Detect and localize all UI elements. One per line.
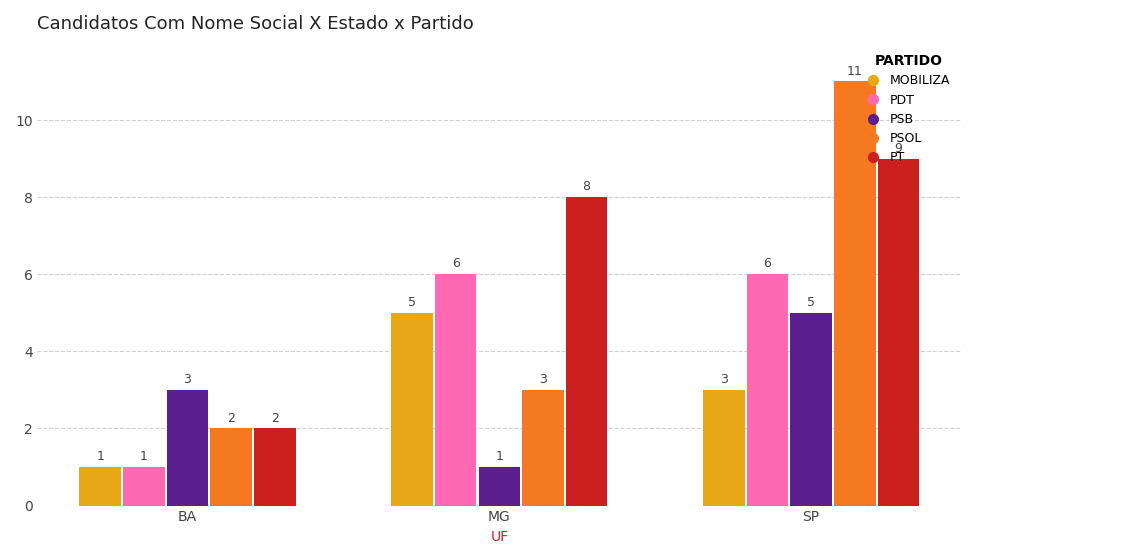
Bar bbox=[834, 82, 875, 505]
Text: Candidatos Com Nome Social X Estado x Partido: Candidatos Com Nome Social X Estado x Pa… bbox=[37, 15, 475, 33]
Bar bbox=[80, 467, 121, 505]
Bar bbox=[522, 390, 563, 505]
Text: 5: 5 bbox=[408, 296, 416, 309]
Text: 2: 2 bbox=[270, 411, 278, 425]
Bar bbox=[479, 467, 521, 505]
Bar bbox=[392, 313, 433, 505]
Text: 2: 2 bbox=[228, 411, 236, 425]
Text: 6: 6 bbox=[452, 257, 460, 271]
X-axis label: UF: UF bbox=[490, 530, 508, 544]
Text: 5: 5 bbox=[807, 296, 815, 309]
Text: 1: 1 bbox=[496, 450, 504, 463]
Text: 6: 6 bbox=[764, 257, 772, 271]
Text: 3: 3 bbox=[184, 373, 192, 386]
Text: 8: 8 bbox=[582, 180, 590, 193]
Text: 9: 9 bbox=[894, 142, 902, 155]
Bar bbox=[565, 197, 607, 505]
Bar bbox=[790, 313, 831, 505]
Bar bbox=[877, 159, 919, 505]
Text: 1: 1 bbox=[96, 450, 104, 463]
Bar bbox=[211, 428, 252, 505]
Text: 1: 1 bbox=[140, 450, 148, 463]
Bar bbox=[254, 428, 295, 505]
Bar bbox=[167, 390, 209, 505]
Text: 3: 3 bbox=[539, 373, 546, 386]
Legend: MOBILIZA, PDT, PSB, PSOL, PT: MOBILIZA, PDT, PSB, PSOL, PT bbox=[862, 49, 955, 169]
Bar bbox=[703, 390, 745, 505]
Text: 11: 11 bbox=[847, 65, 863, 78]
Bar bbox=[747, 274, 788, 505]
Bar bbox=[435, 274, 477, 505]
Bar bbox=[123, 467, 165, 505]
Text: 3: 3 bbox=[720, 373, 728, 386]
